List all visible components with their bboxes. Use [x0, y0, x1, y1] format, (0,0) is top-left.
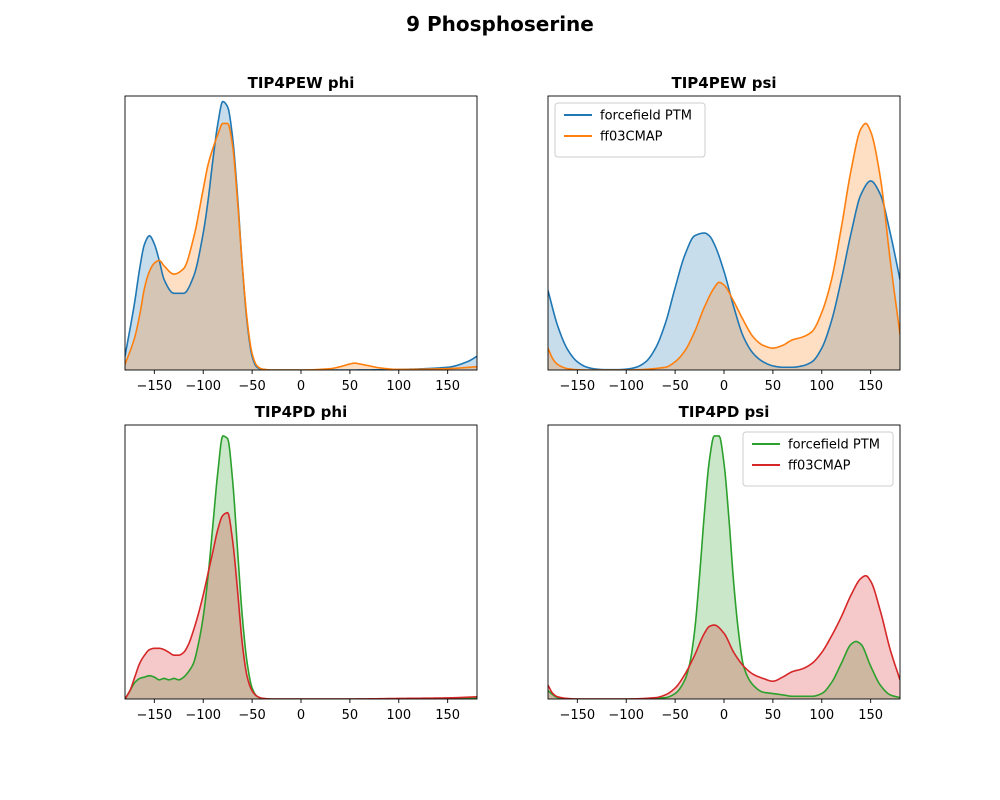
x-tick-label: −50 [661, 379, 688, 394]
series-area-1 [125, 512, 477, 699]
x-tick-label: −150 [136, 379, 172, 394]
x-tick-label: −100 [185, 379, 221, 394]
legend-box [742, 431, 894, 487]
legend-label: ff03CMAP [788, 459, 851, 474]
x-tick-label: 100 [386, 708, 411, 723]
plot-area [125, 435, 477, 699]
x-tick-label: 50 [765, 379, 782, 394]
plot-area [548, 435, 900, 699]
x-tick-label: −150 [136, 708, 172, 723]
panel-title: TIP4PD phi [255, 403, 347, 421]
legend-box [554, 102, 706, 158]
x-tick-label: 0 [720, 708, 728, 723]
series-area-1 [548, 123, 900, 370]
series-area-1 [125, 123, 477, 370]
legend: forcefield PTM ff03CMAP [554, 102, 706, 158]
x-tick-label: 150 [435, 708, 460, 723]
plot-area [125, 100, 477, 370]
panel-tip4pew-psi: TIP4PEW psi −150 −100 −50 0 50 100 150 forcefie… [547, 74, 901, 394]
x-tick-label: 100 [809, 379, 834, 394]
x-tick-label: 50 [765, 708, 782, 723]
x-tick-label: 150 [858, 708, 883, 723]
series-line-1 [125, 511, 477, 699]
x-tick-label: 50 [342, 379, 359, 394]
x-tick-label: −100 [608, 708, 644, 723]
figure-title: 9 Phosphoserine [406, 12, 594, 36]
x-tick-label: 0 [297, 379, 305, 394]
series-line-1 [548, 574, 900, 699]
x-tick-label: −50 [238, 379, 265, 394]
panel-tip4pd-psi: TIP4PD psi −150 −100 −50 0 50 100 150 forcefiel… [547, 403, 901, 723]
x-tick-label: 50 [342, 708, 359, 723]
panel-title: TIP4PEW phi [248, 74, 355, 92]
plot-area [548, 122, 900, 370]
x-tick-label: 100 [809, 708, 834, 723]
series-area-0 [548, 435, 900, 699]
x-tick-label: 150 [435, 379, 460, 394]
legend-label: ff03CMAP [600, 130, 663, 145]
series-area-0 [125, 101, 477, 370]
panel-title: TIP4PD psi [679, 403, 770, 421]
panel-title: TIP4PEW psi [671, 74, 776, 92]
x-tick-label: −150 [559, 708, 595, 723]
legend: forcefield PTM ff03CMAP [742, 431, 894, 487]
series-line-0 [548, 435, 900, 699]
series-area-0 [548, 180, 900, 370]
series-area-1 [548, 575, 900, 699]
panel-tip4pd-phi: TIP4PD phi −150 −100 −50 0 50 100 150 [124, 403, 478, 723]
x-tick-label: −100 [608, 379, 644, 394]
legend-label: forcefield PTM [600, 109, 692, 124]
x-tick-label: 0 [720, 379, 728, 394]
x-tick-label: −100 [185, 708, 221, 723]
series-line-1 [125, 122, 477, 370]
series-area-0 [125, 435, 477, 699]
x-tick-label: −50 [238, 708, 265, 723]
legend-label: forcefield PTM [788, 438, 880, 453]
panel-tip4pew-phi: TIP4PEW phi −150 −100 −50 0 50 100 150 [124, 74, 478, 394]
x-tick-label: 100 [386, 379, 411, 394]
series-line-1 [548, 122, 900, 370]
x-tick-label: −50 [661, 708, 688, 723]
x-tick-label: 150 [858, 379, 883, 394]
x-tick-label: −150 [559, 379, 595, 394]
x-tick-label: 0 [297, 708, 305, 723]
